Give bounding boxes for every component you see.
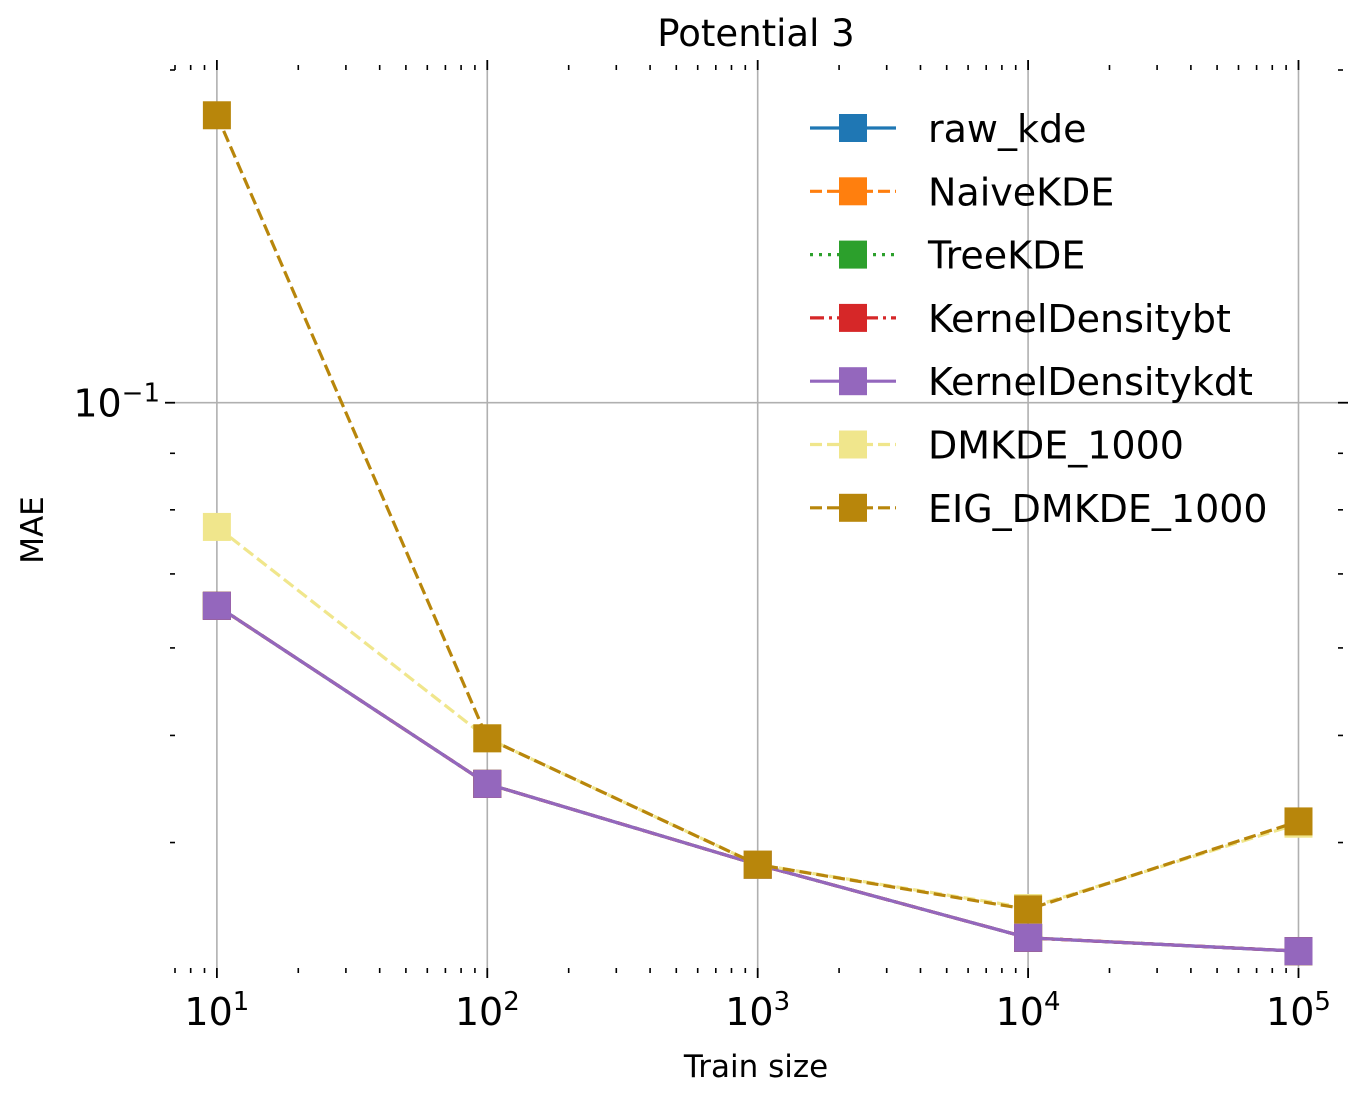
y-tick-label: 10−1 <box>73 379 160 426</box>
legend-marker-eig-dmkde-1000 <box>839 493 867 522</box>
legend-label-dmkde-1000: DMKDE_1000 <box>928 424 1184 468</box>
legend-marker-dmkde-1000 <box>839 430 867 459</box>
x-tick-label: 102 <box>455 987 520 1034</box>
legend-label-naivekde: NaiveKDE <box>928 170 1114 214</box>
chart-title: Potential 3 <box>657 12 854 55</box>
grid <box>175 70 1338 968</box>
data-point-kerneldensitykdt <box>473 769 502 798</box>
major-ticks <box>165 60 1348 978</box>
legend-label-eig-dmkde-1000: EIG_DMKDE_1000 <box>928 487 1268 531</box>
data-point-dmkde-1000 <box>202 512 231 541</box>
series-group <box>202 101 1313 966</box>
legend-label-treekde: TreeKDE <box>927 234 1085 278</box>
data-point-kerneldensitykdt <box>1284 937 1313 966</box>
data-point-kerneldensitykdt <box>202 591 231 620</box>
data-point-eig-dmkde-1000 <box>473 724 502 753</box>
legend-marker-raw-kde <box>839 114 867 142</box>
legend-label-kerneldensitykdt: KernelDensitykdt <box>928 360 1253 404</box>
data-point-eig-dmkde-1000 <box>1284 807 1313 836</box>
legend-marker-treekde <box>839 240 867 269</box>
legend-marker-kerneldensitybt <box>839 303 867 332</box>
x-axis-label: Train size <box>683 1049 828 1085</box>
legend: raw_kde NaiveKDE TreeKDE KernelDensitybt Ker… <box>810 107 1268 531</box>
data-point-eig-dmkde-1000 <box>202 101 231 130</box>
x-tick-label: 104 <box>996 987 1061 1034</box>
y-axis-label: MAE <box>15 496 51 564</box>
x-tick-label: 101 <box>184 987 249 1034</box>
x-tick-label: 105 <box>1266 987 1331 1034</box>
legend-marker-naivekde <box>839 177 867 206</box>
data-point-eig-dmkde-1000 <box>1014 895 1043 924</box>
x-tick-labels: 101 102 103 104 105 <box>184 987 1331 1034</box>
data-point-kerneldensitykdt <box>1014 923 1043 952</box>
minor-ticks <box>170 65 1343 973</box>
legend-label-kerneldensitybt: KernelDensitybt <box>928 297 1231 341</box>
legend-label-raw-kde: raw_kde <box>928 107 1087 151</box>
x-tick-label: 103 <box>725 987 790 1034</box>
y-tick-labels: 10−1 <box>73 379 160 426</box>
data-point-eig-dmkde-1000 <box>743 850 772 879</box>
legend-marker-kerneldensitykdt <box>839 367 867 396</box>
